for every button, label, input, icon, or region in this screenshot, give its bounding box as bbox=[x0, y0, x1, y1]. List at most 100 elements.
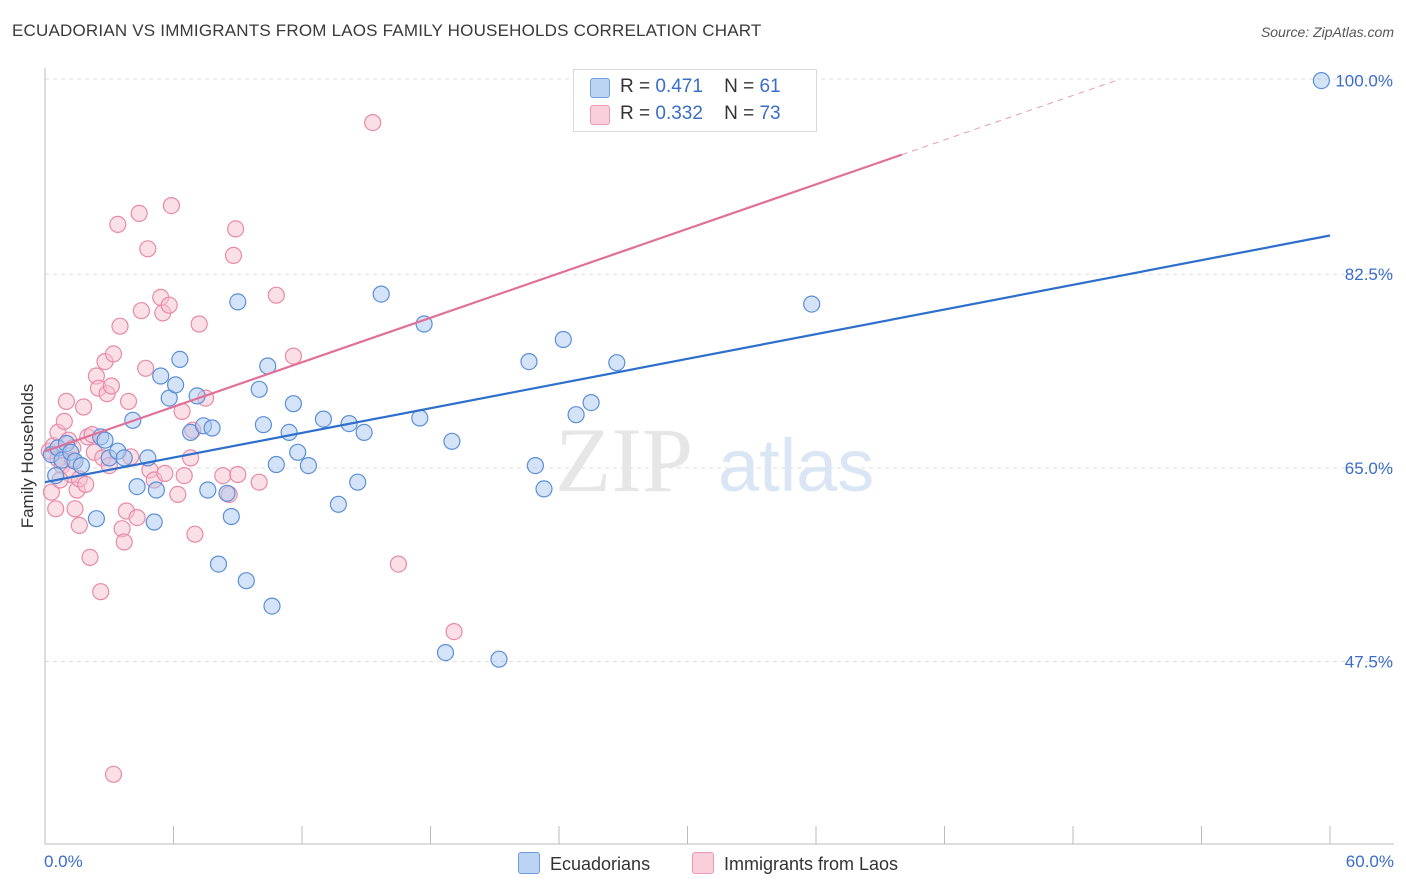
bottom-legend-laos: Immigrants from Laos bbox=[692, 852, 898, 875]
legend-n-label: N = bbox=[724, 76, 755, 97]
data-point bbox=[203, 419, 221, 437]
data-point bbox=[535, 480, 553, 498]
data-point bbox=[128, 508, 146, 527]
data-point bbox=[554, 330, 572, 349]
data-point bbox=[147, 481, 165, 499]
data-point bbox=[70, 516, 88, 535]
trend-lines bbox=[44, 80, 1331, 484]
legend-r-label: R = bbox=[620, 103, 651, 124]
legend-n-label: N = bbox=[724, 103, 755, 124]
y-tick-labels: 100.0% 82.5% 65.0% 47.5% bbox=[1335, 72, 1393, 672]
y-tick-label: 47.5% bbox=[1345, 652, 1393, 671]
data-point bbox=[132, 302, 150, 320]
watermark-atlas: atlas bbox=[718, 424, 874, 507]
data-point bbox=[55, 412, 73, 430]
data-point bbox=[171, 350, 189, 368]
data-point bbox=[567, 406, 585, 424]
data-point bbox=[115, 533, 133, 551]
data-point bbox=[137, 359, 155, 377]
y-tick-label: 65.0% bbox=[1345, 459, 1393, 478]
data-point bbox=[250, 380, 268, 398]
data-point bbox=[250, 473, 268, 491]
data-point bbox=[436, 643, 455, 662]
data-point bbox=[227, 220, 245, 238]
data-point bbox=[349, 473, 367, 491]
data-point bbox=[96, 431, 114, 449]
data-point bbox=[186, 525, 204, 543]
data-point bbox=[445, 622, 463, 641]
data-point bbox=[254, 416, 272, 434]
data-point bbox=[74, 398, 93, 416]
data-point bbox=[130, 204, 148, 222]
data-point bbox=[218, 484, 236, 502]
data-point bbox=[109, 215, 127, 233]
data-point bbox=[111, 317, 129, 335]
data-point bbox=[152, 367, 170, 385]
chart-source: Source: ZipAtlas.com bbox=[1260, 24, 1394, 40]
data-point bbox=[355, 423, 373, 441]
x-axis-max-label: 60.0% bbox=[1345, 852, 1394, 871]
data-point bbox=[209, 555, 228, 573]
watermark-zip: ZIP bbox=[555, 409, 693, 511]
data-point bbox=[160, 296, 178, 314]
trend-line-ecuadorians bbox=[44, 234, 1331, 484]
bottom-legend-label: Immigrants from Laos bbox=[724, 854, 899, 874]
bottom-legend-label: Ecuadorians bbox=[550, 854, 651, 874]
data-point bbox=[214, 467, 232, 485]
data-point bbox=[364, 113, 382, 132]
data-point bbox=[66, 500, 84, 518]
data-point bbox=[289, 443, 307, 461]
data-point bbox=[372, 285, 390, 303]
data-point bbox=[145, 513, 163, 531]
data-point bbox=[224, 246, 243, 264]
data-point bbox=[222, 507, 240, 526]
data-point bbox=[803, 295, 821, 313]
legend-swatch-blue bbox=[590, 78, 610, 98]
series-ecuadorians-points bbox=[42, 71, 1331, 668]
data-point bbox=[72, 457, 91, 475]
trend-line-laos-extension bbox=[901, 80, 1116, 156]
data-point bbox=[284, 347, 302, 365]
data-point bbox=[199, 481, 217, 499]
trend-line-laos bbox=[44, 153, 903, 453]
data-point bbox=[104, 345, 123, 363]
data-point bbox=[267, 455, 285, 474]
legend-r-label: R = bbox=[620, 76, 651, 97]
data-point bbox=[314, 410, 332, 428]
data-point bbox=[526, 457, 545, 475]
watermark: ZIP atlas bbox=[555, 409, 874, 511]
bottom-legend-swatch-blue bbox=[518, 852, 540, 874]
data-point bbox=[115, 449, 133, 467]
data-point bbox=[389, 555, 407, 573]
data-point bbox=[263, 597, 281, 615]
data-point bbox=[169, 485, 187, 503]
data-point bbox=[92, 583, 110, 601]
data-point bbox=[102, 377, 121, 395]
y-axis-title: Family Households bbox=[18, 383, 37, 529]
data-point bbox=[299, 457, 317, 475]
data-point bbox=[415, 315, 433, 333]
data-point bbox=[42, 483, 61, 501]
data-point bbox=[1312, 71, 1331, 90]
data-point bbox=[81, 548, 99, 567]
data-point bbox=[608, 354, 626, 372]
x-axis-min-label: 0.0% bbox=[44, 852, 83, 871]
legend-r-value: 0.332 bbox=[655, 103, 703, 124]
data-point bbox=[167, 376, 185, 394]
correlation-legend: R = 0.471 N = 61 R = 0.332 N = 73 bbox=[573, 69, 817, 132]
data-point bbox=[128, 478, 146, 496]
data-point bbox=[267, 286, 285, 304]
data-point bbox=[520, 353, 538, 371]
data-point bbox=[229, 465, 247, 484]
data-point bbox=[175, 467, 193, 485]
data-point bbox=[104, 765, 123, 783]
data-point bbox=[582, 394, 600, 412]
data-point bbox=[87, 510, 106, 528]
legend-n-value: 73 bbox=[759, 103, 781, 124]
data-point bbox=[57, 392, 76, 410]
data-point bbox=[280, 423, 298, 441]
y-tick-label: 100.0% bbox=[1335, 72, 1393, 91]
data-point bbox=[77, 475, 95, 493]
data-point bbox=[237, 572, 255, 590]
